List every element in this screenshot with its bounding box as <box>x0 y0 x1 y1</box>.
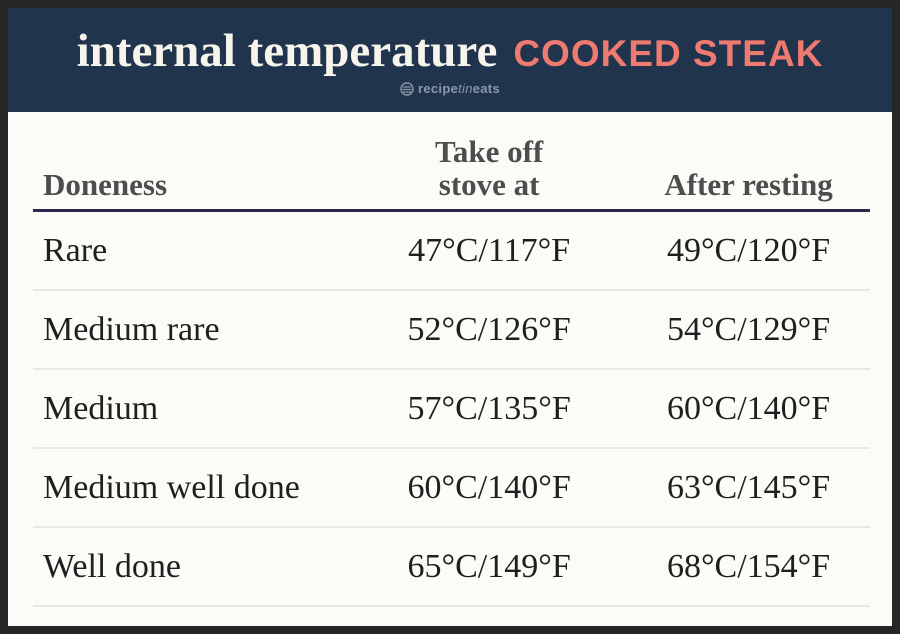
column-header-take-off-line1: Take off <box>435 134 544 169</box>
header-banner: internal temperature COOKED STEAK recipe… <box>8 8 892 112</box>
doneness-cell: Well done <box>43 547 181 585</box>
page-subtitle: COOKED STEAK <box>513 33 824 74</box>
take-off-stove-cell: 60°C/140°F <box>407 468 571 506</box>
take-off-stove-cell: 65°C/149°F <box>407 547 571 585</box>
page-title: internal temperature <box>76 25 498 77</box>
after-resting-cell: 63°C/145°F <box>666 468 831 506</box>
doneness-cell: Medium well done <box>43 468 300 506</box>
take-off-stove-cell: 52°C/126°F <box>407 310 571 348</box>
table-row-medium: Medium 57°C/135°F 60°C/140°F <box>33 370 870 450</box>
column-header-after-resting: After resting <box>664 166 833 202</box>
brand-name-mid: tin <box>458 81 473 96</box>
doneness-cell: Medium <box>43 389 159 427</box>
tin-can-icon <box>400 81 414 96</box>
brand-name-pre: recipe <box>418 81 459 96</box>
column-header-take-off-line2: stove at <box>438 166 540 202</box>
take-off-stove-cell: 47°C/117°F <box>408 231 571 269</box>
table-header-row: Doneness Take off stove at After resting <box>33 112 870 213</box>
after-resting-cell: 60°C/140°F <box>666 389 831 427</box>
brand-logo: recipetineats <box>400 81 500 96</box>
doneness-cell: Rare <box>43 231 108 269</box>
after-resting-cell: 54°C/129°F <box>666 310 831 348</box>
take-off-stove-cell: 57°C/135°F <box>407 389 571 427</box>
table-row-rare: Rare 47°C/117°F 49°C/120°F <box>33 212 870 292</box>
brand-name-post: eats <box>472 81 500 96</box>
after-resting-cell: 49°C/120°F <box>666 231 831 269</box>
after-resting-cell: 68°C/154°F <box>666 547 831 585</box>
table-row-well-done: Well done 65°C/149°F 68°C/154°F <box>33 528 870 608</box>
brand-name: recipetineats <box>418 81 500 96</box>
table-row-medium-rare: Medium rare 52°C/126°F 54°C/129°F <box>33 291 870 371</box>
doneness-cell: Medium rare <box>43 310 220 348</box>
temperature-table: Doneness Take off stove at After resting… <box>33 112 870 608</box>
table-row-medium-well-done: Medium well done 60°C/140°F 63°C/145°F <box>33 449 870 529</box>
column-header-take-off-stove-at: Take off stove at <box>376 134 602 202</box>
title-line: internal temperature COOKED STEAK <box>77 28 824 75</box>
column-header-doneness: Doneness <box>43 166 168 202</box>
